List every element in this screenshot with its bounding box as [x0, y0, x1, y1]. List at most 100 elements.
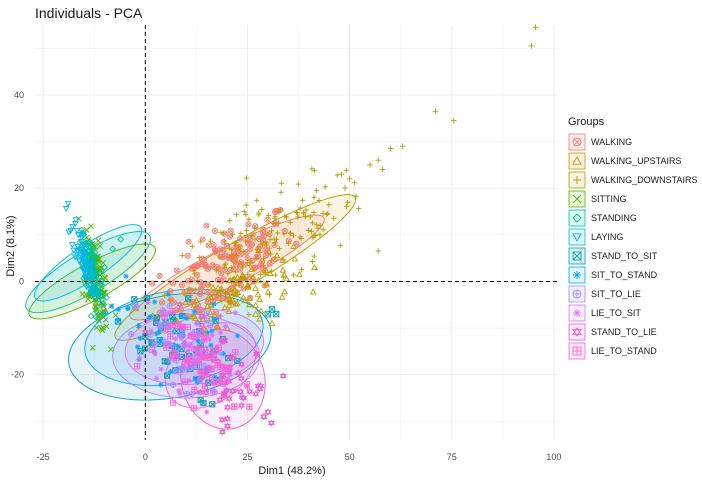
legend-marker — [573, 309, 581, 317]
point-walking-downstairs — [191, 268, 197, 274]
point-standing — [87, 249, 94, 256]
legend-label: STANDING — [591, 213, 637, 223]
point-walking-upstairs — [262, 267, 270, 274]
point-sit-to-lie — [180, 364, 187, 371]
point-walking-downstairs — [313, 188, 319, 194]
point-sit-to-lie — [207, 322, 214, 329]
point-stand-to-lie — [237, 374, 245, 382]
point-laying — [74, 248, 81, 255]
point-walking-upstairs — [190, 313, 198, 320]
point-stand-to-lie — [238, 402, 245, 409]
point-stand-to-lie — [237, 388, 245, 396]
point-walking-upstairs — [214, 323, 222, 330]
point-walking-downstairs — [276, 209, 282, 216]
chart-title: Individuals - PCA — [35, 5, 143, 21]
point-walking-downstairs — [243, 278, 249, 284]
legend-marker — [572, 233, 582, 242]
point-walking — [237, 235, 244, 242]
point-laying — [75, 258, 83, 265]
point-walking-downstairs — [302, 214, 308, 220]
point-lie-to-sit — [164, 325, 170, 332]
point-sit-to-lie — [157, 324, 164, 331]
point-walking-upstairs — [225, 277, 233, 284]
point-walking-downstairs — [345, 199, 351, 206]
point-lie-to-stand — [231, 403, 238, 410]
point-lie-to-sit — [170, 356, 177, 362]
point-walking-downstairs — [320, 210, 326, 216]
point-walking-downstairs — [227, 218, 233, 224]
legend-label: SIT_TO_STAND — [591, 270, 658, 280]
point-walking-downstairs — [311, 168, 317, 174]
point-walking-downstairs — [221, 262, 227, 268]
point-walking-upstairs — [234, 273, 241, 280]
legend-label: SITTING — [591, 194, 627, 204]
legend-marker — [573, 176, 581, 184]
point-lie-to-stand — [169, 350, 176, 357]
legend-item-walking-upstairs: WALKING_UPSTAIRS — [568, 152, 682, 170]
point-lie-to-sit — [222, 323, 229, 330]
point-walking — [156, 272, 163, 279]
point-walking-downstairs — [260, 255, 267, 262]
point-sit-to-stand — [234, 333, 241, 339]
point-walking-upstairs — [252, 301, 260, 308]
point-walking-downstairs — [287, 230, 293, 236]
point-lie-to-stand — [208, 366, 215, 373]
point-stand-to-sit — [264, 310, 272, 318]
point-walking — [220, 238, 227, 246]
point-stand-to-sit — [197, 396, 204, 403]
point-walking-downstairs — [316, 197, 322, 204]
x-axis-label: Dim1 (48.2%) — [258, 465, 325, 477]
point-walking-downstairs — [290, 232, 297, 239]
point-walking-downstairs — [256, 212, 262, 218]
point-walking — [248, 241, 256, 248]
point-walking-upstairs — [273, 252, 281, 259]
legend-item-laying: LAYING — [568, 228, 623, 246]
point-walking-downstairs — [528, 43, 535, 49]
point-walking-upstairs — [227, 289, 234, 296]
point-walking-downstairs — [225, 271, 231, 277]
point-walking — [204, 265, 211, 272]
point-walking — [245, 221, 252, 228]
point-stand-to-sit — [209, 401, 216, 408]
point-walking-upstairs — [230, 256, 237, 263]
point-walking-downstairs — [317, 222, 323, 229]
point-lie-to-stand — [201, 351, 208, 358]
point-walking-downstairs — [294, 209, 300, 215]
point-walking — [211, 228, 218, 235]
point-walking-downstairs — [237, 247, 243, 253]
point-stand-to-lie — [198, 312, 206, 320]
point-standing — [102, 308, 109, 316]
point-stand-to-lie — [226, 353, 234, 361]
point-walking-downstairs — [264, 242, 270, 248]
point-standing — [87, 312, 95, 320]
point-walking-downstairs — [243, 228, 249, 234]
point-standing — [96, 269, 103, 277]
point-standing — [117, 236, 125, 243]
point-standing — [97, 301, 105, 309]
point-lie-to-sit — [153, 375, 160, 381]
point-lie-to-stand — [170, 399, 177, 406]
point-sit-to-lie — [203, 310, 210, 317]
point-walking-downstairs — [331, 215, 337, 221]
point-sit-to-lie — [203, 317, 210, 324]
point-stand-to-lie — [239, 394, 247, 402]
point-walking-downstairs — [246, 262, 252, 268]
point-sit-to-stand — [109, 303, 115, 309]
point-walking-downstairs — [272, 240, 278, 246]
point-walking-downstairs — [432, 108, 439, 115]
point-laying — [62, 206, 70, 213]
point-walking-downstairs — [249, 232, 255, 239]
point-walking — [246, 236, 253, 244]
point-walking-upstairs — [225, 307, 233, 314]
x-tick-label: 50 — [345, 452, 355, 462]
legend-marker — [572, 251, 582, 261]
point-walking-downstairs — [367, 162, 373, 168]
point-walking-downstairs — [233, 269, 239, 275]
point-stand-to-lie — [252, 390, 260, 398]
point-walking-downstairs — [295, 214, 301, 220]
point-stand-to-lie — [229, 387, 237, 395]
point-laying — [64, 200, 72, 207]
point-walking-downstairs — [222, 238, 228, 244]
legend-item-sitting: SITTING — [568, 190, 627, 208]
point-walking-upstairs — [283, 275, 291, 282]
